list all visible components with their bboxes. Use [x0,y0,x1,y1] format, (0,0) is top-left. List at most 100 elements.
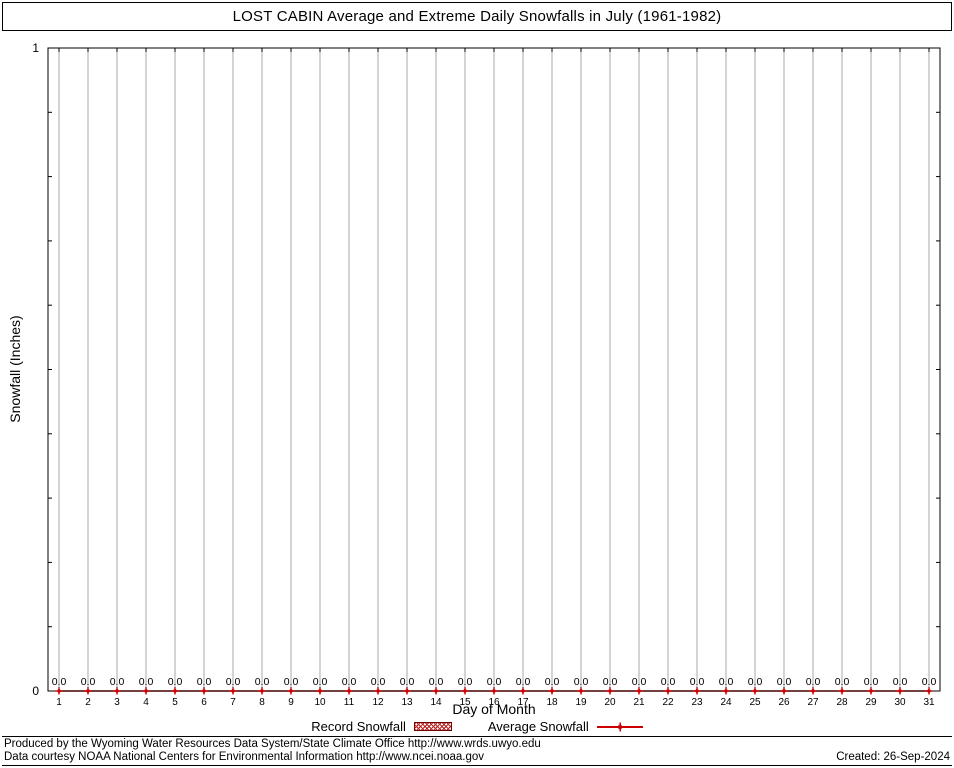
footer-data-courtesy: Data courtesy NOAA National Centers for … [4,751,485,763]
x-tick-label: 16 [488,697,500,708]
x-tick-label: 12 [372,697,384,708]
average-point-marker [347,689,351,693]
average-point-marker [144,689,148,693]
x-tick-label: 2 [85,697,91,708]
x-tick-label: 8 [259,697,265,708]
average-point-marker [492,689,496,693]
footer-top-divider [2,736,952,737]
value-label: 0.0 [284,676,299,688]
footer-row: Data courtesy NOAA National Centers for … [4,751,950,763]
average-point-marker [318,689,322,693]
average-point-marker [898,689,902,693]
y-tick-label: 1 [32,41,39,55]
average-point-marker [463,689,467,693]
average-point-marker [405,689,409,693]
value-label: 0.0 [690,676,705,688]
value-label: 0.0 [922,676,937,688]
x-tick-label: 4 [143,697,149,708]
x-tick-label: 27 [807,697,819,708]
average-point-marker [173,689,177,693]
value-label: 0.0 [52,676,67,688]
footer-created-date: Created: 26-Sep-2024 [836,751,950,763]
average-point-marker [608,689,612,693]
value-label: 0.0 [458,676,473,688]
record-snowfall-swatch-icon [413,722,452,731]
x-tick-label: 25 [749,697,761,708]
value-label: 0.0 [313,676,328,688]
x-tick-label: 7 [230,697,236,708]
x-tick-label: 3 [114,697,120,708]
x-tick-label: 28 [836,697,848,708]
value-label: 0.0 [139,676,154,688]
y-axis-label: Snowfall (Inches) [7,315,23,423]
average-point-marker [579,689,583,693]
average-point-marker [434,689,438,693]
average-point-marker [782,689,786,693]
value-label: 0.0 [371,676,386,688]
average-point-marker [260,689,264,693]
x-tick-label: 10 [314,697,326,708]
x-tick-label: 15 [459,697,471,708]
average-point-marker [376,689,380,693]
average-point-marker [202,689,206,693]
value-label: 0.0 [81,676,96,688]
value-label: 0.0 [342,676,357,688]
average-point-marker [666,689,670,693]
footer-produced-by: Produced by the Wyoming Water Resources … [4,738,541,750]
x-tick-label: 18 [546,697,558,708]
x-tick-label: 20 [604,697,616,708]
value-label: 0.0 [719,676,734,688]
x-tick-label: 6 [201,697,207,708]
average-point-marker [927,689,931,693]
value-label: 0.0 [197,676,212,688]
x-tick-label: 31 [923,697,935,708]
x-axis-label: Day of Month [452,701,536,717]
average-point-marker [521,689,525,693]
y-tick-label: 0 [32,684,39,698]
value-label: 0.0 [603,676,618,688]
value-label: 0.0 [574,676,589,688]
average-point-marker [753,689,757,693]
x-tick-label: 1 [56,697,62,708]
value-label: 0.0 [864,676,879,688]
x-tick-label: 21 [633,697,645,708]
value-label: 0.0 [516,676,531,688]
average-point-marker [840,689,844,693]
x-tick-label: 26 [778,697,790,708]
value-label: 0.0 [777,676,792,688]
value-label: 0.0 [661,676,676,688]
average-point-marker [695,689,699,693]
x-tick-label: 13 [401,697,413,708]
value-label: 0.0 [255,676,270,688]
value-label: 0.0 [487,676,502,688]
value-label: 0.0 [400,676,415,688]
average-point-marker [811,689,815,693]
legend-record-snowfall-label: Record Snowfall [311,719,406,734]
average-point-marker [289,689,293,693]
value-label: 0.0 [806,676,821,688]
x-tick-label: 23 [691,697,703,708]
legend: Record Snowfall Average Snowfall [0,719,954,734]
x-tick-label: 19 [575,697,587,708]
chart-title: LOST CABIN Average and Extreme Daily Sno… [232,8,722,25]
value-label: 0.0 [110,676,125,688]
x-tick-label: 5 [172,697,178,708]
x-tick-label: 29 [865,697,877,708]
x-tick-label: 22 [662,697,674,708]
average-point-marker [231,689,235,693]
x-tick-label: 17 [517,697,529,708]
average-point-marker [115,689,119,693]
value-label: 0.0 [893,676,908,688]
value-label: 0.0 [429,676,444,688]
value-label: 0.0 [632,676,647,688]
average-point-marker [86,689,90,693]
average-snowfall-swatch-icon [596,721,643,732]
chart-title-box: LOST CABIN Average and Extreme Daily Sno… [2,2,952,31]
average-point-marker [869,689,873,693]
average-point-marker [57,689,61,693]
legend-average-snowfall-label: Average Snowfall [487,719,589,734]
x-tick-label: 14 [430,697,442,708]
x-tick-label: 24 [720,697,732,708]
